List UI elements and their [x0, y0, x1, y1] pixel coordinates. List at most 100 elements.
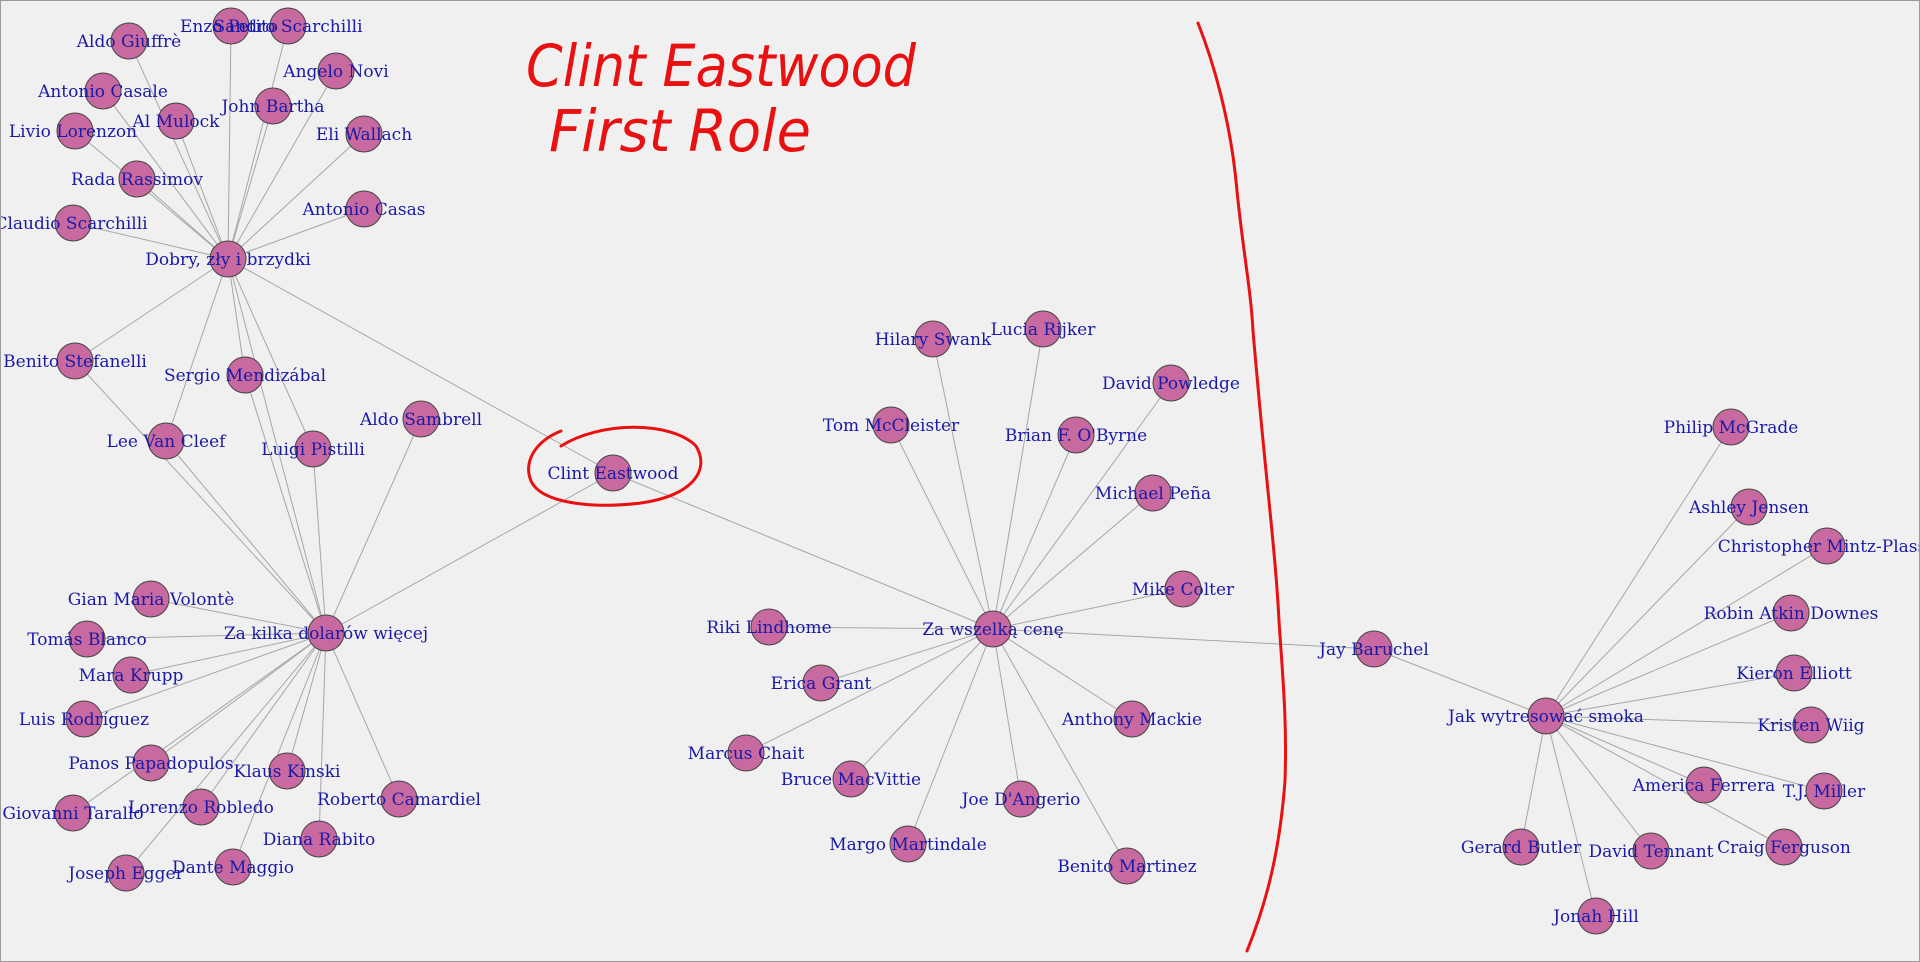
- node-martindale[interactable]: [889, 825, 927, 863]
- edge-jak-ferguson: [1545, 715, 1785, 848]
- node-panos[interactable]: [132, 744, 170, 782]
- node-pena[interactable]: [1134, 474, 1172, 512]
- node-powledge[interactable]: [1152, 364, 1190, 402]
- edge-jak-wiig: [1545, 715, 1812, 726]
- node-chait[interactable]: [727, 734, 765, 772]
- label-blanco: Tomás Blanco: [27, 630, 146, 650]
- edge-jay-jak: [1373, 648, 1547, 717]
- node-rijker[interactable]: [1024, 310, 1062, 348]
- node-rodriguez[interactable]: [65, 700, 103, 738]
- node-camardiel[interactable]: [380, 780, 418, 818]
- node-sergio[interactable]: [226, 356, 264, 394]
- node-mccleister[interactable]: [872, 406, 910, 444]
- node-sambrell[interactable]: [402, 400, 440, 438]
- label-wallach: Eli Wallach: [316, 125, 412, 145]
- node-hill[interactable]: [1577, 897, 1615, 935]
- label-sambrell: Aldo Sambrell: [359, 410, 482, 430]
- handwritten-annotation: Clint Eastwood First Role: [526, 21, 1288, 953]
- label-camardiel: Roberto Camardiel: [317, 790, 481, 810]
- edge-zakilka-kinski: [286, 632, 327, 772]
- node-dobry[interactable]: [209, 240, 247, 278]
- label-rada: Rada Rassimov: [71, 170, 203, 190]
- node-lindhome[interactable]: [750, 608, 788, 646]
- node-tarallo[interactable]: [54, 794, 92, 832]
- node-novi[interactable]: [317, 52, 355, 90]
- node-volonte[interactable]: [132, 580, 170, 618]
- node-jensen[interactable]: [1730, 488, 1768, 526]
- edge-jak-ferrera: [1545, 715, 1705, 786]
- node-zakilka[interactable]: [307, 614, 345, 652]
- edge-zakilka-rodriguez: [83, 632, 327, 720]
- node-kinski[interactable]: [268, 752, 306, 790]
- node-rabito[interactable]: [300, 820, 338, 858]
- node-sandro[interactable]: [269, 7, 307, 45]
- edge-jak-tennant: [1545, 715, 1652, 852]
- node-leevc[interactable]: [147, 422, 185, 460]
- node-wiig[interactable]: [1792, 706, 1830, 744]
- node-mulock[interactable]: [157, 102, 195, 140]
- annotation-title-line1: Clint Eastwood: [526, 32, 917, 100]
- node-enzo[interactable]: [212, 7, 250, 45]
- node-egger[interactable]: [107, 854, 145, 892]
- edge-zawszelka-macvittie: [850, 628, 994, 780]
- node-dangerio[interactable]: [1002, 780, 1040, 818]
- node-mcgrade[interactable]: [1712, 408, 1750, 446]
- node-wallach[interactable]: [345, 115, 383, 153]
- label-volonte: Gian Maria Volontè: [68, 590, 235, 610]
- edge-jak-downes: [1545, 612, 1792, 717]
- edge-zakilka-sambrell: [325, 418, 422, 634]
- node-bartha[interactable]: [254, 87, 292, 125]
- node-robledo[interactable]: [182, 788, 220, 826]
- node-miller[interactable]: [1805, 772, 1843, 810]
- node-blanco[interactable]: [68, 620, 106, 658]
- node-grant[interactable]: [802, 664, 840, 702]
- edge-dobry-wallach: [227, 133, 365, 260]
- node-benito_s[interactable]: [56, 342, 94, 380]
- node-ferrera[interactable]: [1685, 766, 1723, 804]
- node-casale[interactable]: [84, 72, 122, 110]
- node-martinez[interactable]: [1108, 847, 1146, 885]
- label-clint: Clint Eastwood: [547, 464, 678, 484]
- edge-jak-mcgrade: [1545, 426, 1732, 717]
- edge-zawszelka-swank: [932, 338, 994, 630]
- edge-dobry-casas: [227, 208, 365, 260]
- node-swank[interactable]: [914, 320, 952, 358]
- node-casas[interactable]: [345, 190, 383, 228]
- edge-zawszelka-mackie: [992, 628, 1133, 720]
- node-downes[interactable]: [1772, 594, 1810, 632]
- label-grant: Erica Grant: [771, 674, 872, 694]
- edge-dobry-leevc: [165, 258, 229, 442]
- node-rada[interactable]: [118, 160, 156, 198]
- node-tennant[interactable]: [1632, 832, 1670, 870]
- label-swank: Hilary Swank: [875, 330, 992, 350]
- node-macvittie[interactable]: [832, 760, 870, 798]
- edge-zawszelka-powledge: [992, 382, 1172, 630]
- edge-dobry-casale: [102, 90, 229, 260]
- node-mackie[interactable]: [1113, 700, 1151, 738]
- label-novi: Angelo Novi: [282, 62, 389, 82]
- node-butler[interactable]: [1502, 828, 1540, 866]
- node-maggio[interactable]: [214, 848, 252, 886]
- label-jensen: Ashley Jensen: [1688, 498, 1809, 518]
- clint-circle-stroke: [527, 425, 703, 507]
- node-claudio[interactable]: [54, 204, 92, 242]
- node-jay[interactable]: [1355, 630, 1393, 668]
- label-tennant: David Tennant: [1589, 842, 1714, 862]
- label-benito_s: Benito Stefanelli: [3, 352, 147, 372]
- node-clint[interactable]: [594, 454, 632, 492]
- node-ferguson[interactable]: [1765, 828, 1803, 866]
- edge-dobry-rada: [136, 178, 229, 260]
- node-giuffre[interactable]: [110, 22, 148, 60]
- node-livio[interactable]: [56, 112, 94, 150]
- node-elliott[interactable]: [1775, 654, 1813, 692]
- edge-zawszelka-grant: [820, 628, 994, 684]
- node-pistilli[interactable]: [294, 430, 332, 468]
- node-krupp[interactable]: [112, 656, 150, 694]
- node-mintz[interactable]: [1808, 527, 1846, 565]
- edge-zawszelka-dangerio: [992, 628, 1022, 800]
- label-wiig: Kristen Wiig: [1757, 716, 1864, 736]
- node-jak[interactable]: [1527, 697, 1565, 735]
- node-colter[interactable]: [1164, 570, 1202, 608]
- node-zawszelka[interactable]: [974, 610, 1012, 648]
- node-obyrne[interactable]: [1057, 416, 1095, 454]
